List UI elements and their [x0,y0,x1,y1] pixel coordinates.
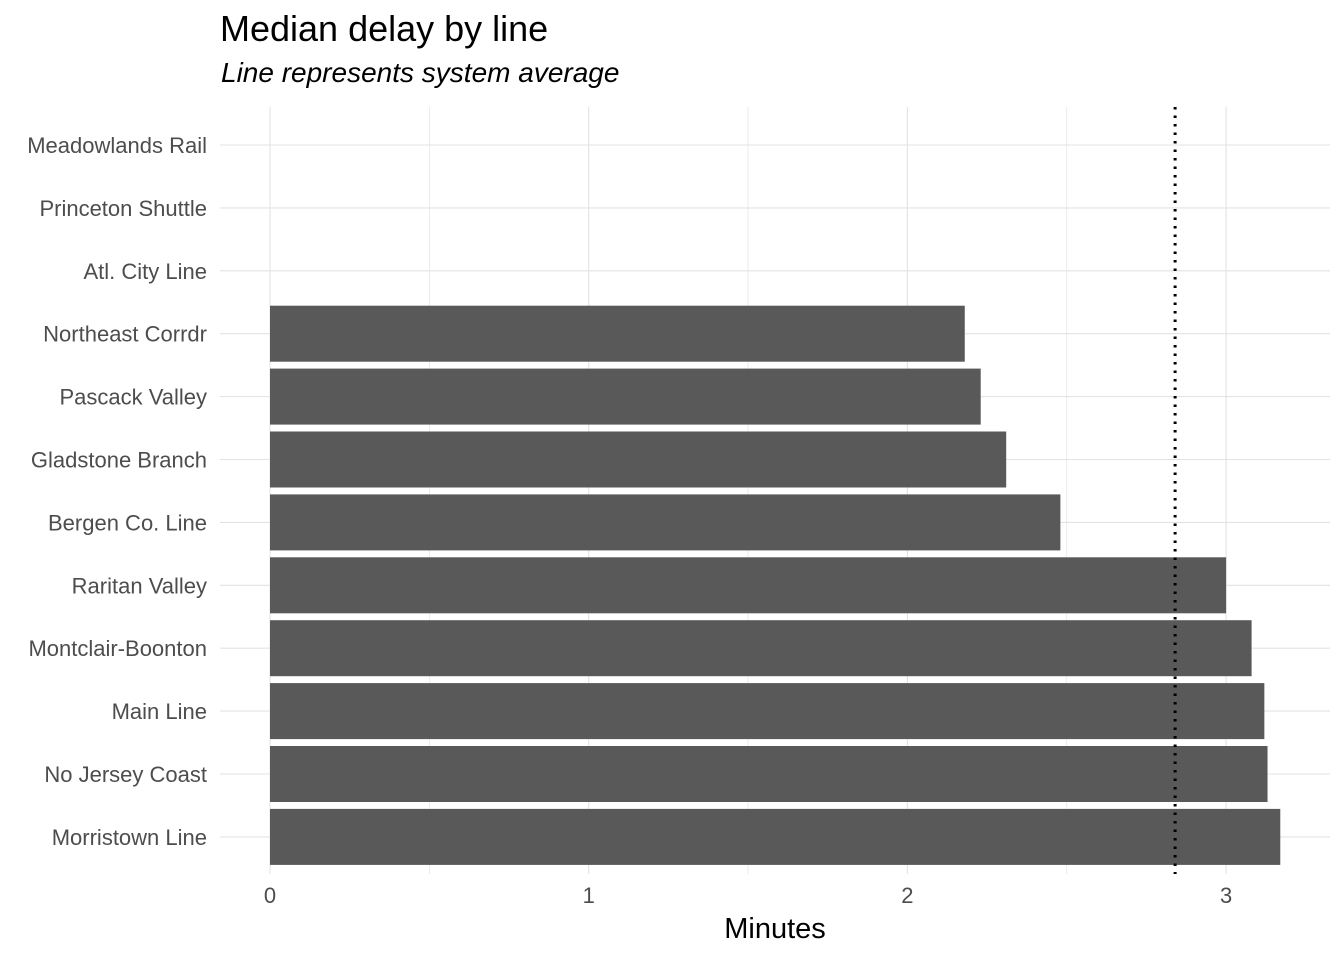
chart-title: Median delay by line [220,8,549,49]
category-label: No Jersey Coast [44,762,207,787]
category-label: Northeast Corrdr [43,322,207,347]
bar [270,557,1227,614]
bars [270,305,1281,865]
category-label: Raritan Valley [72,573,207,598]
category-label: Morristown Line [52,825,207,850]
x-tick-label: 0 [264,883,276,908]
category-label: Atl. City Line [84,259,208,284]
bar [270,368,981,425]
bar [270,431,1007,488]
x-tick-label: 3 [1220,883,1232,908]
bar [270,620,1252,677]
x-tick-label: 2 [901,883,913,908]
category-labels: Meadowlands Rail Princeton Shuttle Atl. Ci… [27,133,207,850]
bar [270,746,1268,802]
category-label: Main Line [112,699,207,724]
bar [270,808,1281,865]
x-axis-title: Minutes [724,913,826,945]
bar [270,683,1265,740]
bar [270,305,965,362]
x-tick-labels: 0 1 2 3 [264,883,1232,908]
category-label: Meadowlands Rail [27,133,207,158]
category-label: Gladstone Branch [31,448,207,473]
bar [270,494,1061,551]
chart-subtitle: Line represents system average [221,57,620,88]
category-label: Princeton Shuttle [39,196,207,221]
category-label: Montclair-Boonton [28,636,207,661]
category-label: Bergen Co. Line [48,510,207,535]
x-tick-label: 1 [583,883,595,908]
category-label: Pascack Valley [59,385,207,410]
